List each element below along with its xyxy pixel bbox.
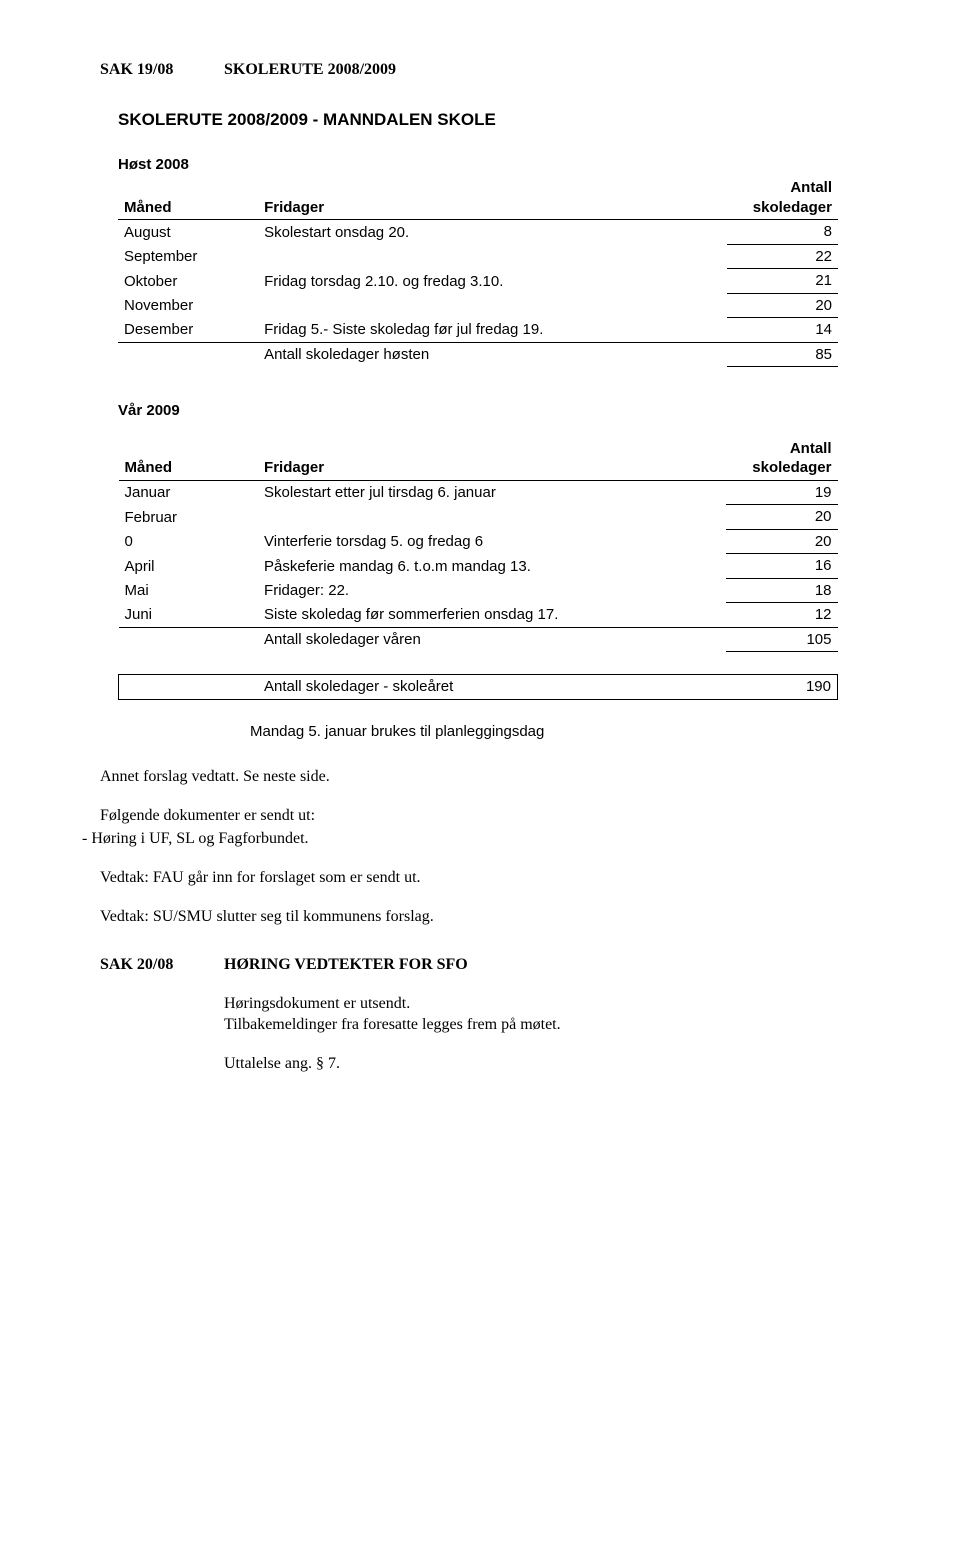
table-row: Januar Skolestart etter jul tirsdag 6. j… <box>119 480 838 505</box>
var-header-month: Måned <box>119 437 259 481</box>
sak-20-title: HØRING VEDTEKTER FOR SFO <box>224 956 468 973</box>
sak-20-number: SAK 20/08 <box>100 955 220 976</box>
table-row: Desember Fridag 5.- Siste skoledag før j… <box>118 318 838 343</box>
var-total-row: Antall skoledager våren 105 <box>119 627 838 652</box>
var-header-val: Antall skoledager <box>726 437 838 481</box>
table-row: November 20 <box>118 293 838 318</box>
sak-20-header: SAK 20/08 HØRING VEDTEKTER FOR SFO Hørin… <box>100 955 890 1074</box>
table-row: Juni Siste skoledag før sommerferien ons… <box>119 603 838 628</box>
table-row: Mai Fridager: 22. 18 <box>119 578 838 603</box>
var-header-row: Måned Fridager Antall skoledager <box>119 437 838 481</box>
host-label: Høst 2008 <box>118 155 890 175</box>
table-row: August Skolestart onsdag 20. 8 <box>118 220 838 245</box>
var-table: Måned Fridager Antall skoledager Januar … <box>118 437 838 700</box>
table-row: Oktober Fridag torsdag 2.10. og fredag 3… <box>118 269 838 294</box>
vedtak-fau: Vedtak: FAU går inn for forslaget som er… <box>100 868 890 889</box>
sak20-line1: Høringsdokument er utsendt. <box>224 994 890 1015</box>
document-title: SKOLERUTE 2008/2009 - MANNDALEN SKOLE <box>118 109 890 131</box>
sak-19-title: SKOLERUTE 2008/2009 <box>224 61 396 78</box>
host-header-row: Måned Fridager Antall skoledager <box>118 176 838 220</box>
var-header-desc: Fridager <box>258 437 726 481</box>
year-total-row: Antall skoledager - skoleåret 190 <box>119 675 838 700</box>
sak20-line3: Uttalelse ang. § 7. <box>224 1054 890 1075</box>
sak20-line2: Tilbakemeldinger fra foresatte legges fr… <box>224 1015 890 1036</box>
vedtak-su: Vedtak: SU/SMU slutter seg til kommunens… <box>100 907 890 928</box>
table-row: September 22 <box>118 244 838 269</box>
folgende-label: Følgende dokumenter er sendt ut: <box>100 806 890 827</box>
sak-20-body: Høringsdokument er utsendt. Tilbakemeldi… <box>224 994 890 1074</box>
table-row: April Påskeferie mandag 6. t.o.m mandag … <box>119 554 838 579</box>
body-text: Annet forslag vedtatt. Se neste side. Fø… <box>100 767 890 927</box>
host-total-row: Antall skoledager høsten 85 <box>118 342 838 367</box>
folgende-item: - Høring i UF, SL og Fagforbundet. <box>100 829 890 850</box>
host-header-desc: Fridager <box>258 176 727 220</box>
host-table: Måned Fridager Antall skoledager August … <box>118 176 838 367</box>
host-header-month: Måned <box>118 176 258 220</box>
planning-note: Mandag 5. januar brukes til planleggings… <box>250 722 890 742</box>
table-row: 0 Vinterferie torsdag 5. og fredag 6 20 <box>119 529 838 554</box>
host-header-val: Antall skoledager <box>727 176 838 220</box>
table-row: Februar 20 <box>119 505 838 530</box>
sak-19-number: SAK 19/08 <box>100 60 220 81</box>
annet-forslag: Annet forslag vedtatt. Se neste side. <box>100 767 890 788</box>
var-label: Vår 2009 <box>118 401 890 421</box>
sak-19-header: SAK 19/08 SKOLERUTE 2008/2009 <box>100 60 890 81</box>
